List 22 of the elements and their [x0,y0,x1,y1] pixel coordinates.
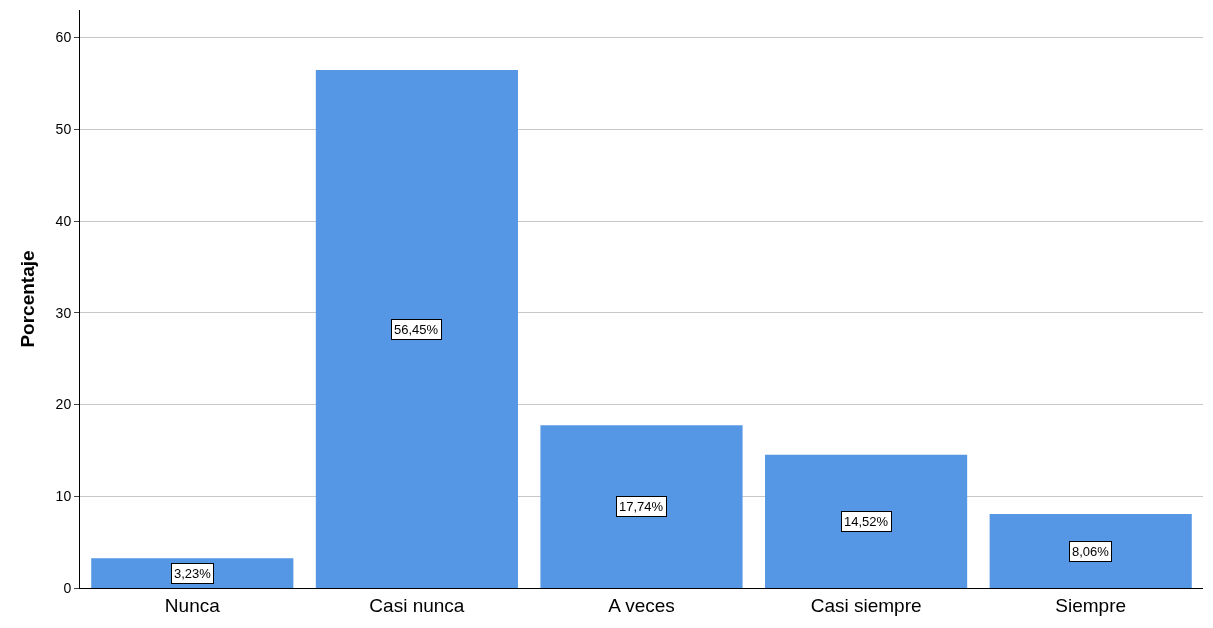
bar [540,425,743,588]
data-label: 8,06% [1072,544,1110,559]
bar [989,514,1192,588]
data-label: 17,74% [619,499,664,514]
y-axis-title: Porcentaje [17,250,39,348]
y-tick-label: 10 [55,488,72,505]
x-tick-label: Nunca [164,594,221,616]
bar [765,454,968,588]
bar [315,70,518,588]
data-label: 56,45% [394,322,439,337]
y-tick-label: 20 [55,396,72,413]
data-label: 14,52% [844,514,889,529]
x-tick-label: A veces [608,594,675,616]
y-tick-label: 60 [55,29,72,46]
y-tick-label: 50 [55,121,72,138]
y-tick-label: 0 [63,579,72,596]
x-tick-label: Casi nunca [369,594,465,616]
y-tick-label: 30 [55,304,72,321]
data-label: 3,23% [174,566,212,581]
y-tick-label: 40 [55,212,72,229]
x-tick-label: Siempre [1055,594,1127,616]
x-tick-label: Casi siempre [810,594,922,616]
